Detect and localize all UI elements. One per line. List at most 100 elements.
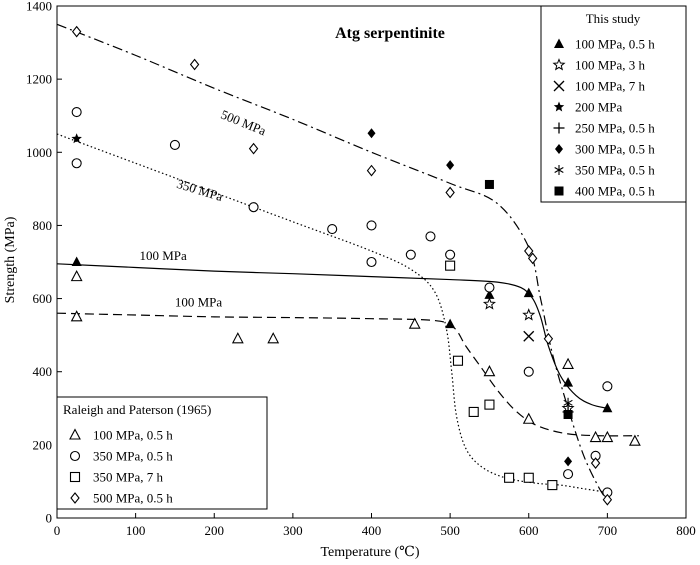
data-point-circle-open — [563, 469, 574, 480]
legend-marker-star-filled — [553, 101, 565, 112]
legend-box — [540, 5, 687, 203]
data-point-diamond-open — [543, 332, 554, 345]
data-point-square-filled — [484, 179, 494, 189]
series-350-mpa-7-h — [445, 260, 558, 491]
data-point-triangle-open — [70, 310, 83, 322]
series-500-mpa-0-5-h — [71, 25, 613, 506]
legend-entry-label: 100 MPa, 0.5 h — [575, 37, 655, 52]
curve-350-mpa-dotted — [56, 133, 608, 493]
data-point-triangle-open — [70, 269, 83, 282]
data-point-square-open — [504, 472, 515, 483]
data-point-square-open — [547, 480, 558, 491]
data-point-square-open — [484, 399, 495, 410]
data-point-star-open — [482, 297, 496, 310]
x-tick-label: 500 — [440, 523, 460, 538]
legend-entry-label: 350 MPa, 0.5 h — [93, 449, 173, 464]
data-point-cross — [523, 330, 535, 342]
axes: 0 100 200 300 400 500 600 700 800 0 200 400 600 800 10… — [26, 0, 696, 538]
data-point-square-open — [523, 472, 534, 483]
legend-marker-square-open — [69, 471, 81, 483]
data-point-triangle-filled — [71, 256, 82, 266]
x-tick-label: 300 — [283, 523, 303, 538]
legend-marker-circle-open — [69, 450, 81, 462]
curve-label-500-mpa: 500 MPa — [219, 107, 269, 139]
curve-label-100-mpa: 100 MPa — [175, 295, 223, 310]
curve-label-100-mpa: 100 MPa — [139, 248, 187, 263]
data-point-triangle-filled — [563, 377, 574, 387]
data-point-square-open — [468, 406, 479, 417]
x-axis-title: Temperature (℃) — [320, 545, 419, 560]
data-point-circle-open — [327, 224, 338, 235]
series-100-mpa-0-5-h-raleigh-and-paterson — [70, 269, 641, 446]
data-point-diamond-open — [445, 186, 455, 199]
data-point-diamond-open — [71, 25, 82, 38]
series-100-mpa-3-h — [482, 297, 575, 414]
legend-marker-star-open — [552, 58, 566, 71]
data-point-circle-open — [445, 249, 456, 260]
data-point-square-open — [445, 260, 456, 271]
legend-title: This study — [586, 11, 641, 26]
data-point-triangle-filled — [523, 287, 534, 298]
data-point-triangle-open — [601, 430, 614, 443]
y-tick-label: 800 — [33, 218, 53, 233]
curve-label-350-mpa: 350 MPa — [175, 176, 225, 204]
data-point-triangle-open — [408, 317, 421, 329]
data-point-asterisk — [563, 397, 573, 408]
series-200-mpa — [71, 133, 82, 144]
data-point-circle-open — [425, 231, 436, 242]
y-tick-label: 1000 — [26, 145, 52, 160]
legend-entry-label: 100 MPa, 7 h — [575, 79, 646, 94]
legend-this-study: This study 100 MPa, 0.5 h 100 MPa, 3 h 100 … — [540, 5, 687, 203]
curve-100-mpa-dashed — [56, 312, 639, 437]
series-300-mpa-0-5-h — [367, 128, 573, 467]
data-point-triangle-open — [231, 332, 244, 344]
data-point-circle-open — [523, 366, 534, 377]
legend-entry-label: 350 MPa, 0.5 h — [575, 163, 655, 178]
x-tick-label: 700 — [598, 523, 618, 538]
x-tick-label: 600 — [519, 523, 539, 538]
data-point-diamond-open — [524, 245, 534, 257]
x-tick-label: 400 — [362, 523, 382, 538]
y-tick-label: 200 — [33, 437, 53, 452]
legend-entry-label: 100 MPa, 0.5 h — [93, 428, 173, 443]
legend-raleigh-and-paterson-1965: Raleigh and Paterson (1965) 100 MPa, 0.5 … — [56, 396, 268, 510]
legend-marker-triangle-open — [69, 428, 81, 440]
data-point-diamond-open — [590, 457, 601, 470]
data-point-circle-open — [71, 158, 82, 169]
x-tick-label: 100 — [126, 523, 146, 538]
curve-labels: 500 MPa 350 MPa 100 MPa 100 MPa — [139, 107, 268, 310]
data-point-circle-open — [248, 202, 259, 213]
y-tick-label: 400 — [33, 364, 53, 379]
legend-marker-cross — [553, 80, 565, 92]
x-tick-label: 800 — [676, 523, 696, 538]
data-point-diamond-open — [248, 142, 259, 155]
legend-marker-diamond-filled — [555, 144, 563, 154]
data-point-circle-open — [366, 220, 377, 231]
data-point-circle-open — [405, 249, 416, 260]
data-point-triangle-open — [562, 357, 574, 369]
y-tick-label: 1200 — [26, 72, 52, 87]
legend-entry-label: 200 MPa — [575, 100, 623, 115]
data-point-circle-open — [169, 139, 180, 151]
data-point-triangle-open — [522, 412, 535, 424]
data-point-diamond-open — [527, 252, 538, 265]
fitted-curves — [56, 23, 639, 501]
legend-entry-label: 250 MPa, 0.5 h — [575, 121, 655, 136]
data-point-diamond-filled — [446, 160, 455, 171]
data-point-triangle-open — [267, 332, 280, 344]
data-point-circle-open — [602, 381, 613, 392]
legend-entry-label: 300 MPa, 0.5 h — [575, 142, 655, 157]
series-100-mpa-0-5-h-this-study — [71, 256, 613, 413]
data-point-star-open — [522, 308, 536, 321]
data-point-triangle-filled — [484, 289, 495, 299]
curve-100-mpa-solid — [56, 263, 608, 409]
legend-marker-square-filled — [554, 186, 564, 196]
legend-entry-label: 350 MPa, 7 h — [93, 470, 164, 485]
data-point-diamond-open — [366, 164, 377, 177]
series-100-mpa-7-h — [523, 330, 535, 342]
data-point-star-filled — [71, 133, 82, 144]
series-350-mpa-0-5-h-this-study — [563, 397, 573, 408]
y-axis-title: Strength (MPa) — [3, 216, 18, 303]
curve-500-mpa-dash-dot — [56, 23, 608, 501]
